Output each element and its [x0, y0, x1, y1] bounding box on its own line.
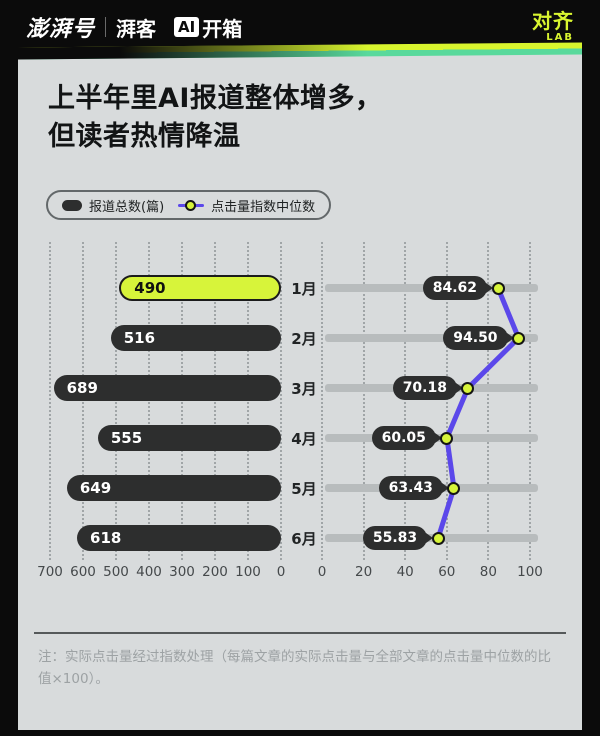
- line-dot: [185, 199, 197, 211]
- bar-value-label: 516: [123, 329, 156, 347]
- click-index-point: [447, 481, 461, 495]
- chart-legend: 报道总数(篇) 点击量指数中位数: [46, 190, 332, 220]
- left-gridline-300: [181, 242, 183, 560]
- report-count-bar: 618: [77, 525, 281, 551]
- month-label: 1月: [291, 280, 317, 298]
- month-label: 6月: [291, 530, 317, 548]
- left-gridline-600: [82, 242, 84, 560]
- point-value-label: 63.43: [378, 476, 450, 500]
- chart-title-line2: 但读者热情降温: [48, 121, 241, 152]
- point-value-label: 84.62: [422, 276, 494, 300]
- pengpai-logo: 澎湃号: [26, 17, 96, 42]
- bar-value-label: 689: [66, 379, 98, 397]
- right-gridline-100: [529, 242, 531, 560]
- footnote: 注：实际点击量经过指数处理（每篇文章的实际点击量与全部文章的点击量中位数的比值×…: [38, 649, 551, 687]
- left-axis-tick-100: 100: [235, 564, 261, 580]
- left-axis-tick-700: 700: [37, 564, 63, 580]
- click-index-point: [431, 531, 445, 545]
- left-gridline-0: [280, 242, 282, 560]
- point-value-label: 94.50: [443, 326, 514, 350]
- bar-value-label: 555: [110, 429, 143, 447]
- right-axis-tick-60: 60: [438, 564, 456, 580]
- point-value-label: 70.18: [392, 376, 464, 400]
- logo-divider: [105, 17, 107, 37]
- right-gridline-60: [445, 242, 448, 560]
- ai-unbox-logo: AI 开箱: [174, 13, 242, 42]
- left-gridline-500: [115, 242, 117, 560]
- bar-value-label: 618: [90, 529, 122, 547]
- index-track: [325, 334, 538, 342]
- click-index-point: [512, 331, 526, 345]
- report-count-bar: 490: [119, 275, 281, 301]
- chart-title: 上半年里AI报道整体增多， 但读者热情降温: [48, 80, 382, 156]
- ai-unbox-label: 开箱: [202, 16, 243, 41]
- point-value-label: 55.83: [362, 526, 434, 550]
- report-count-bar: 516: [110, 325, 281, 351]
- paike-logo: 湃客: [116, 16, 157, 41]
- month-label: 4月: [291, 430, 317, 448]
- right-axis-tick-40: 40: [396, 564, 414, 580]
- month-label: 5月: [291, 480, 317, 498]
- left-axis-tick-600: 600: [70, 564, 96, 580]
- left-axis-tick-400: 400: [136, 564, 162, 580]
- right-axis-tick-20: 20: [355, 564, 373, 580]
- left-gridline-700: [49, 242, 51, 560]
- right-gridline-80: [487, 242, 490, 560]
- right-gridline-20: [362, 242, 365, 560]
- left-axis-tick-0: 0: [276, 564, 286, 580]
- top-header: 澎湃号 湃客 AI 开箱 对齐 LAB: [0, 0, 600, 54]
- left-gridline-100: [247, 242, 249, 560]
- combo-chart: 700 600 500 400 300 200 100 0 0 20 40 60 80 100 490 1月 5…: [18, 240, 582, 592]
- right-gridline-0: [321, 242, 323, 560]
- left-gridline-200: [214, 242, 216, 560]
- left-axis-tick-300: 300: [169, 564, 195, 580]
- bar-value-label: 649: [79, 479, 112, 497]
- click-index-point: [491, 281, 505, 295]
- line-dot-icon: [178, 199, 205, 212]
- left-axis-tick-200: 200: [202, 564, 228, 580]
- right-axis-tick-80: 80: [479, 564, 497, 580]
- lab-label: LAB: [546, 32, 574, 43]
- chart-card: 上半年里AI报道整体增多， 但读者热情降温 报道总数(篇) 点击量指数中位数 7…: [18, 42, 582, 730]
- chart-title-line1: 上半年里AI报道整体增多，: [48, 83, 383, 114]
- click-index-point: [440, 431, 454, 445]
- month-label: 3月: [291, 380, 317, 398]
- bar-value-label: 490: [134, 279, 166, 297]
- duiqi-label: 对齐: [532, 9, 574, 33]
- right-gridline-40: [404, 242, 407, 560]
- right-axis-tick-100: 100: [517, 564, 543, 580]
- brand-left: 澎湃号 湃客 AI 开箱: [26, 11, 242, 43]
- left-gridline-400: [148, 242, 150, 560]
- click-index-line: [435, 285, 522, 541]
- right-axis-tick-0: 0: [317, 564, 327, 580]
- ai-box-icon: AI: [174, 17, 200, 37]
- click-index-point: [461, 381, 475, 395]
- report-count-bar: 689: [53, 375, 281, 401]
- bar-pill-icon: [62, 199, 82, 211]
- left-axis-tick-500: 500: [103, 564, 129, 580]
- legend-line-label: 点击量指数中位数: [211, 199, 316, 215]
- duiqi-lab-logo: 对齐 LAB: [532, 11, 574, 43]
- report-count-bar: 649: [66, 475, 281, 501]
- point-value-label: 60.05: [371, 426, 443, 450]
- legend-item-line: 点击量指数中位数: [178, 196, 315, 215]
- month-label: 2月: [291, 330, 317, 348]
- report-count-bar: 555: [97, 425, 281, 451]
- legend-bars-label: 报道总数(篇): [89, 199, 165, 215]
- legend-item-bars: 报道总数(篇): [62, 196, 164, 215]
- footer-divider: [34, 632, 566, 634]
